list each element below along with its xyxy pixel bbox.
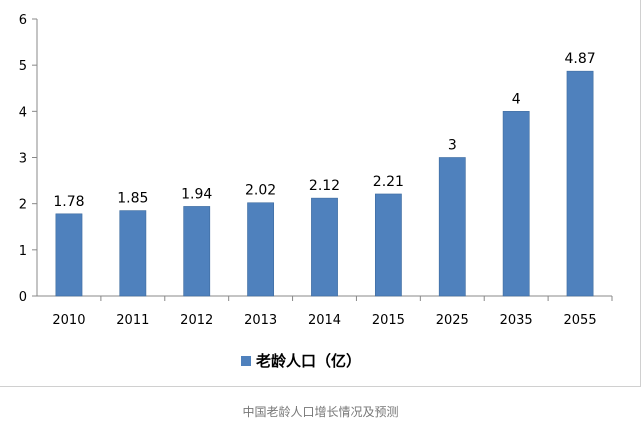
x-tick-label: 2035 (500, 313, 533, 328)
y-tick-label: 6 (19, 13, 27, 28)
x-tick-label: 2011 (116, 313, 149, 328)
x-tick-label: 2025 (436, 313, 469, 328)
bar (55, 213, 83, 297)
legend-swatch (241, 356, 251, 366)
bar (247, 202, 275, 297)
bar (566, 70, 594, 297)
bar (119, 210, 147, 297)
bar-chart: 0 1 2 3 4 5 6 2010 2011 2012 2013 2014 2015 2025 2035… (19, 13, 613, 370)
x-tick-label: 2014 (308, 313, 341, 328)
y-tick-label: 0 (19, 290, 27, 305)
data-labels: 1.78 1.85 1.94 2.02 2.12 2.21 3 4 4.87 (53, 51, 595, 210)
x-tick-label: 2055 (564, 313, 597, 328)
y-axis: 0 1 2 3 4 5 6 (19, 13, 38, 305)
bar (183, 206, 211, 297)
legend-label: 老龄人口（亿） (255, 352, 361, 370)
figure-caption: 中国老龄人口增长情况及预测 (242, 405, 399, 419)
data-label: 2.02 (245, 183, 276, 199)
y-tick-label: 2 (19, 198, 27, 213)
x-axis: 2010 2011 2012 2013 2014 2015 2025 2035 2055 (37, 295, 613, 328)
data-label: 1.78 (53, 194, 84, 210)
bar (311, 197, 338, 297)
y-tick-label: 3 (19, 152, 27, 167)
data-label: 1.85 (117, 191, 148, 207)
bar (438, 157, 466, 297)
data-label: 4 (512, 91, 521, 107)
bar (374, 193, 402, 297)
legend: 老龄人口（亿） (241, 352, 361, 370)
data-label: 2.12 (309, 178, 340, 194)
data-label: 2.21 (373, 174, 404, 190)
data-label: 1.94 (181, 186, 212, 202)
x-tick-label: 2012 (180, 313, 213, 328)
x-tick-label: 2010 (52, 313, 85, 328)
y-tick-label: 4 (19, 105, 27, 120)
x-tick-label: 2013 (244, 313, 277, 328)
y-tick-label: 5 (19, 59, 27, 74)
x-tick-label: 2015 (372, 313, 405, 328)
bars (55, 70, 594, 297)
data-label: 4.87 (564, 51, 595, 67)
data-label: 3 (448, 138, 457, 154)
bar (502, 111, 530, 297)
y-tick-label: 1 (19, 244, 27, 259)
